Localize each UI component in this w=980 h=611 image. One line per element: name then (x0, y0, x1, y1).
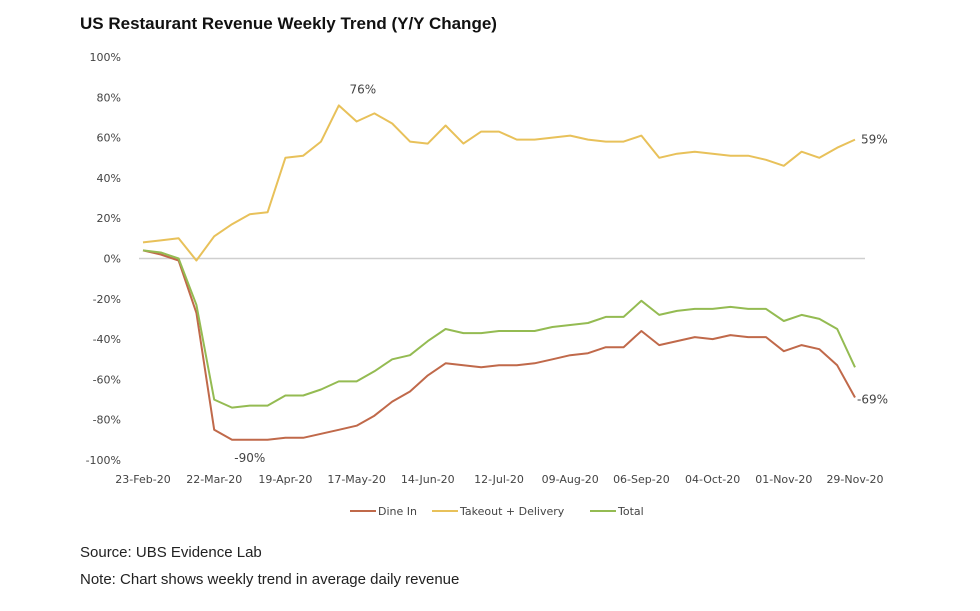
data-label: -90% (234, 451, 265, 465)
y-tick-label: 60% (97, 132, 121, 145)
y-tick-label: 100% (90, 51, 121, 64)
x-tick-label: 12-Jul-20 (474, 473, 524, 486)
x-tick-label: 09-Aug-20 (542, 473, 599, 486)
data-label: -69% (857, 393, 888, 407)
data-label: 59% (861, 133, 888, 147)
source-note: Source: UBS Evidence Lab (80, 544, 262, 561)
chart-title: US Restaurant Revenue Weekly Trend (Y/Y … (80, 14, 497, 33)
y-tick-label: 40% (97, 172, 121, 185)
y-tick-label: -100% (86, 454, 121, 467)
x-tick-label: 23-Feb-20 (115, 473, 170, 486)
x-tick-label: 29-Nov-20 (826, 473, 883, 486)
y-tick-label: -20% (93, 293, 121, 306)
y-tick-label: 80% (97, 91, 121, 104)
y-tick-label: -80% (93, 414, 121, 427)
x-tick-label: 06-Sep-20 (613, 473, 670, 486)
y-tick-label: -40% (93, 333, 121, 346)
y-tick-label: -60% (93, 373, 121, 386)
series-line-takeout-delivery (142, 104, 856, 262)
x-tick-label: 19-Apr-20 (258, 473, 312, 486)
x-tick-label: 01-Nov-20 (755, 473, 812, 486)
legend-label: Total (617, 505, 644, 518)
x-tick-label: 14-Jun-20 (401, 473, 455, 486)
x-tick-label: 17-May-20 (327, 473, 385, 486)
chart-note: Note: Chart shows weekly trend in averag… (80, 571, 460, 588)
legend-label: Takeout + Delivery (459, 505, 565, 518)
data-label: 76% (349, 82, 376, 96)
series-line-dine-in (142, 249, 856, 441)
x-tick-label: 04-Oct-20 (685, 473, 740, 486)
y-tick-label: 0% (104, 253, 121, 266)
y-tick-label: 20% (97, 212, 121, 225)
x-tick-label: 22-Mar-20 (186, 473, 242, 486)
series-line-total (142, 249, 856, 409)
legend-label: Dine In (378, 505, 417, 518)
